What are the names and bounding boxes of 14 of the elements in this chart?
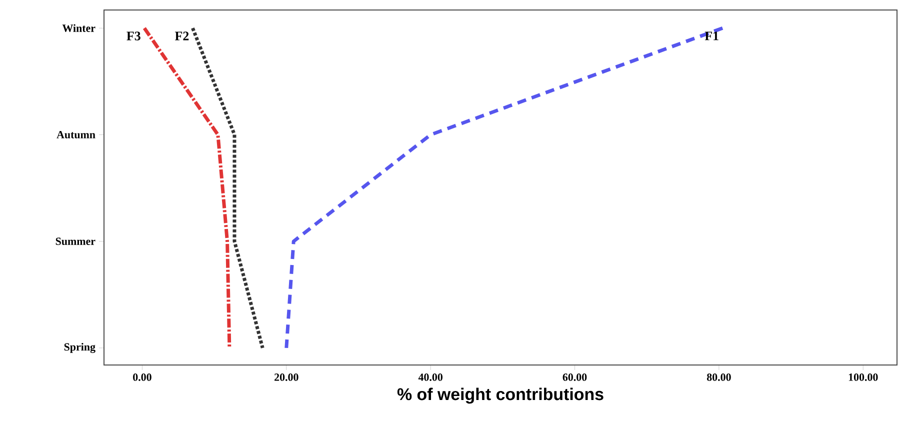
series-label: F1	[704, 32, 718, 40]
x-tick-label: 80.00	[706, 374, 731, 381]
x-tick-label: 100.00	[848, 374, 878, 381]
y-tick-label: Autumn	[56, 131, 96, 138]
x-tick-label: 60.00	[562, 374, 587, 381]
series-label: F2	[174, 32, 189, 40]
x-axis-title: % of weight contributions	[397, 388, 604, 404]
y-tick-label: Spring	[64, 342, 96, 353]
x-tick-label: 20.00	[274, 374, 298, 381]
y-tick-label: Summer	[56, 238, 96, 246]
y-tick-label: Winter	[62, 24, 96, 32]
series-label: F3	[126, 32, 140, 40]
x-tick-label: 40.00	[418, 374, 442, 381]
x-tick-label: 0.00	[133, 374, 152, 381]
